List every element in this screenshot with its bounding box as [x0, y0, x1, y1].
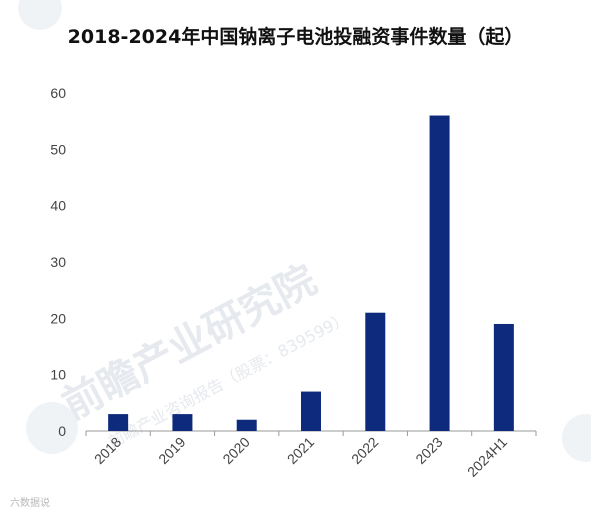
bar-2021: [301, 391, 321, 431]
bar-2024H1: [493, 323, 514, 431]
x-tick-label: 2019: [155, 434, 188, 467]
y-tick-label: 20: [50, 310, 66, 326]
x-tick-label: 2022: [348, 434, 381, 467]
axes: [85, 430, 537, 436]
y-tick-label: 50: [50, 141, 66, 157]
x-tick-label: 2024H1: [464, 434, 510, 480]
y-tick-label: 30: [50, 254, 66, 270]
y-tick-label: 40: [50, 198, 66, 214]
x-tick-label: 2023: [412, 434, 445, 467]
x-tick-label: 2020: [219, 434, 252, 467]
y-tick-label: 60: [50, 85, 66, 101]
bar-2023: [429, 115, 450, 432]
bar-2020: [236, 419, 257, 431]
watermark-logo-circle: [562, 414, 591, 462]
bar-2022: [365, 312, 386, 431]
y-tick-label: 10: [50, 367, 66, 383]
y-tick-label: 0: [58, 423, 66, 439]
bar-2018: [108, 414, 129, 431]
watermark-logo-circle: [18, 0, 62, 30]
watermark-corner-text: 六数据说: [10, 498, 50, 509]
y-axis-ticks: 0 10 20 30 40 50 60: [50, 85, 66, 439]
bar-2019: [172, 414, 193, 431]
bars: [108, 115, 514, 432]
x-tick-label: 2021: [284, 434, 317, 467]
x-axis-ticks: 2018 2019 2020 2021 2022 2023 2024H1: [91, 434, 510, 480]
watermark-logo-circle: [26, 402, 78, 454]
chart-title: 2018-2024年中国钠离子电池投融资事件数量（起）: [67, 26, 524, 48]
